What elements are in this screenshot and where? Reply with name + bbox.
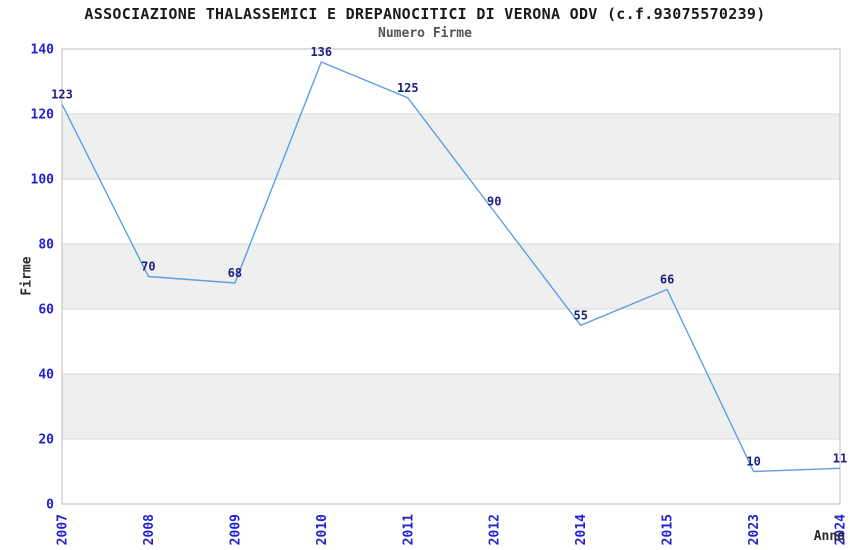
- x-tick-label: 2011: [401, 514, 416, 545]
- x-tick-label: 2024: [834, 514, 849, 545]
- data-point-label: 123: [51, 87, 73, 101]
- y-tick-label: 60: [38, 303, 54, 318]
- data-point-label: 136: [310, 45, 332, 59]
- data-point-label: 68: [228, 266, 242, 280]
- y-tick-label: 0: [46, 498, 54, 513]
- x-axis-label: Anno: [813, 529, 845, 544]
- data-point-label: 90: [487, 195, 501, 209]
- x-tick-label: 2008: [142, 514, 157, 545]
- y-tick-label: 120: [31, 108, 55, 123]
- data-line: [61, 61, 841, 473]
- plot-border: [61, 48, 841, 505]
- x-tick-label: 2023: [747, 514, 762, 545]
- y-axis-label: Firme: [19, 256, 35, 296]
- y-tick-label: 100: [31, 173, 55, 188]
- chart-title: ASSOCIAZIONE THALASSEMICI E DREPANOCITIC…: [84, 5, 766, 23]
- chart-subtitle: Numero Firme: [378, 26, 472, 41]
- y-tick-label: 140: [31, 43, 55, 58]
- data-point-label: 70: [141, 260, 155, 274]
- x-tick-label: 2010: [315, 514, 330, 545]
- y-tick-label: 20: [38, 433, 54, 448]
- x-tick-label: 2009: [228, 514, 243, 545]
- x-tick-label: 2015: [661, 514, 676, 545]
- data-point-label: 11: [833, 451, 847, 465]
- data-point-label: 66: [660, 273, 674, 287]
- x-tick-label: 2012: [488, 514, 503, 545]
- data-point-label: 125: [397, 81, 419, 95]
- data-point-label: 10: [746, 455, 760, 469]
- plot-band: [62, 244, 840, 309]
- plot-band: [62, 114, 840, 179]
- data-point-label: 55: [573, 308, 587, 322]
- x-tick-label: 2014: [574, 514, 589, 545]
- y-tick-label: 40: [38, 368, 54, 383]
- plot-band: [62, 374, 840, 439]
- x-tick-label: 2007: [56, 514, 71, 545]
- y-tick-label: 80: [38, 238, 54, 253]
